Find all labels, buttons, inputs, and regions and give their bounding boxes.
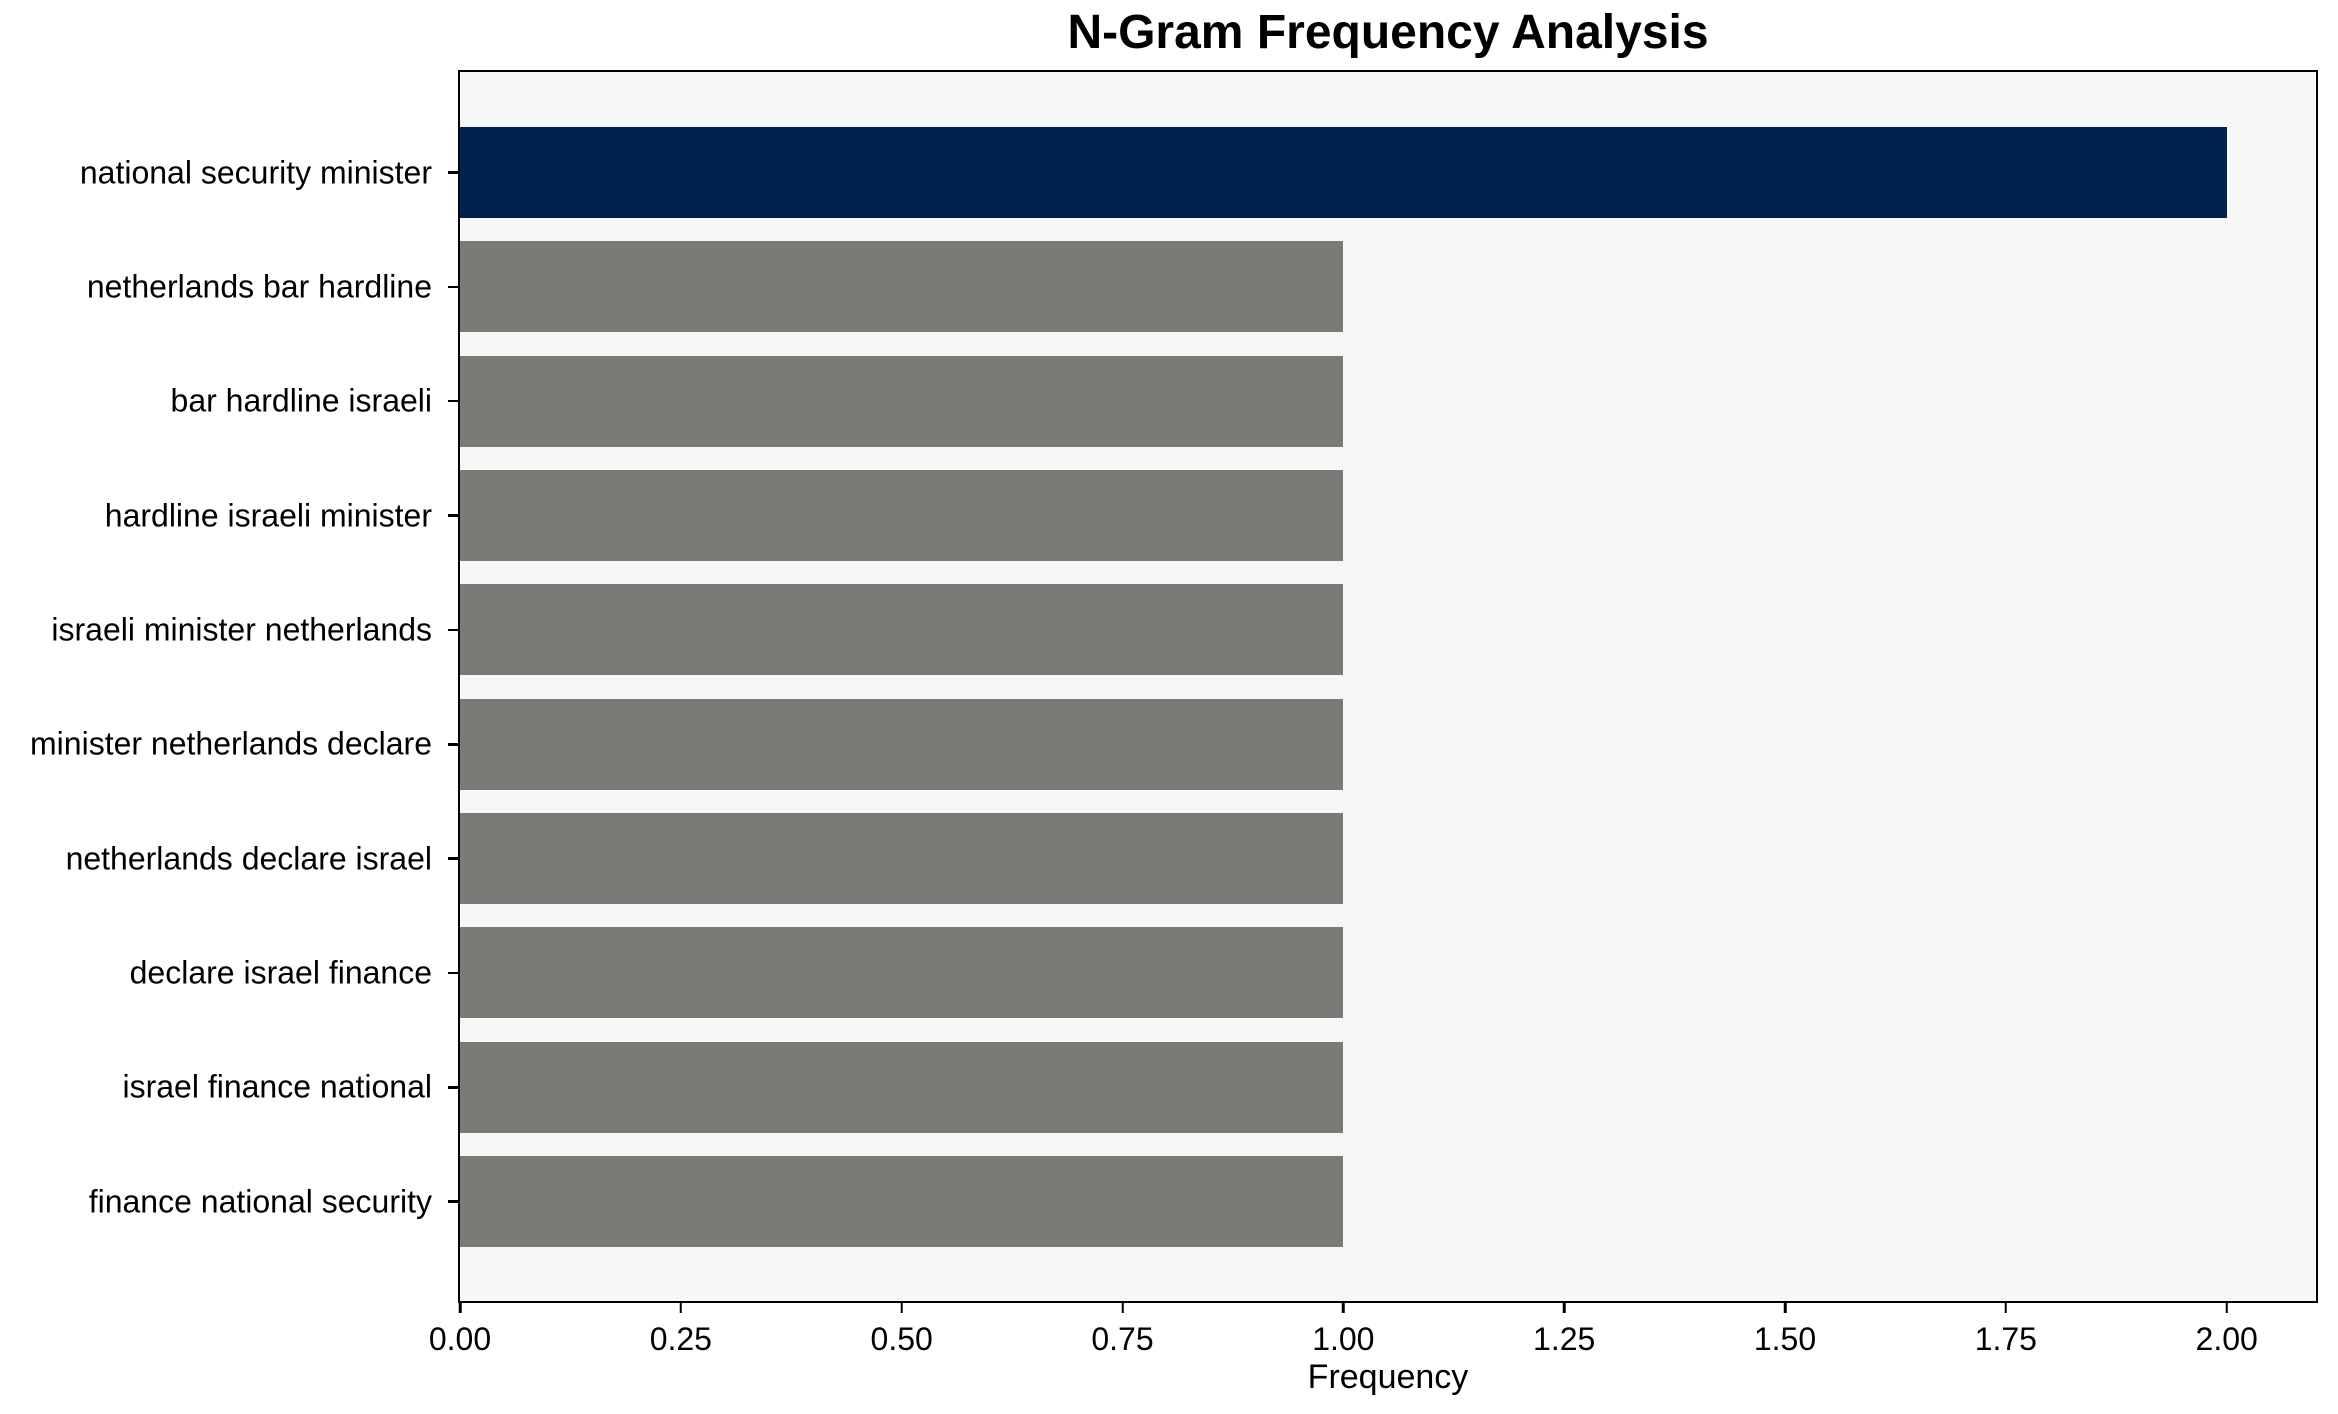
y-tick-mark [448, 514, 460, 517]
y-tick-label: israel finance national [122, 1068, 432, 1105]
x-tick-label: 1.50 [1753, 1321, 1817, 1357]
bar [460, 698, 1344, 790]
y-tick-label: hardline israeli minister [104, 496, 432, 533]
y-tick-mark [448, 743, 460, 746]
x-tick-mark [900, 1301, 903, 1313]
x-tick-mark [2004, 1301, 2008, 1313]
x-axis-label: Frequency [1307, 1358, 1469, 1396]
chart-title: N-Gram Frequency Analysis [1067, 6, 1709, 59]
y-tick-mark [448, 1086, 460, 1089]
bar [460, 355, 1344, 447]
bar [460, 470, 1344, 562]
y-tick-label: national security minister [79, 153, 432, 190]
y-tick-mark [448, 171, 460, 174]
x-tick-mark [2225, 1301, 2228, 1313]
x-tick-label: 0.25 [649, 1321, 712, 1357]
y-tick-label: netherlands bar hardline [86, 268, 432, 305]
x-tick-mark [1342, 1301, 1345, 1313]
bar [460, 127, 2227, 218]
y-tick-mark [448, 1200, 460, 1203]
bar [460, 927, 1344, 1019]
bar [460, 1041, 1344, 1133]
y-tick-label: declare israel finance [129, 954, 432, 991]
x-tick-mark [679, 1301, 683, 1313]
x-tick-label: 2.00 [2195, 1321, 2258, 1357]
y-tick-mark [448, 285, 460, 289]
y-tick-label: israeli minister netherlands [51, 611, 432, 648]
x-tick-label: 0.50 [870, 1321, 933, 1357]
x-tick-label: 1.00 [1312, 1321, 1375, 1357]
x-tick-label: 0.75 [1091, 1321, 1154, 1357]
x-tick-mark [1562, 1301, 1566, 1313]
y-tick-label: finance national security [88, 1183, 432, 1220]
y-tick-label: netherlands declare israel [65, 840, 432, 876]
x-tick-mark [1783, 1301, 1787, 1313]
bar [460, 813, 1344, 905]
y-tick-label: bar hardline israeli [170, 382, 432, 419]
x-tick-mark [1121, 1301, 1124, 1313]
x-tick-label: 1.25 [1533, 1321, 1596, 1357]
y-tick-mark [448, 857, 460, 860]
y-tick-label: minister netherlands declare [30, 725, 432, 762]
x-tick-mark [458, 1301, 462, 1313]
y-tick-mark [448, 399, 460, 403]
x-tick-label: 1.75 [1974, 1321, 2037, 1357]
plot-area: national security minister netherlands ba… [30, 70, 2318, 1357]
bar [460, 584, 1344, 676]
y-tick-mark [448, 628, 460, 632]
y-tick-mark [448, 971, 460, 975]
bar [460, 241, 1344, 333]
bar [460, 1156, 1344, 1248]
x-tick-label: 0.00 [428, 1321, 492, 1357]
